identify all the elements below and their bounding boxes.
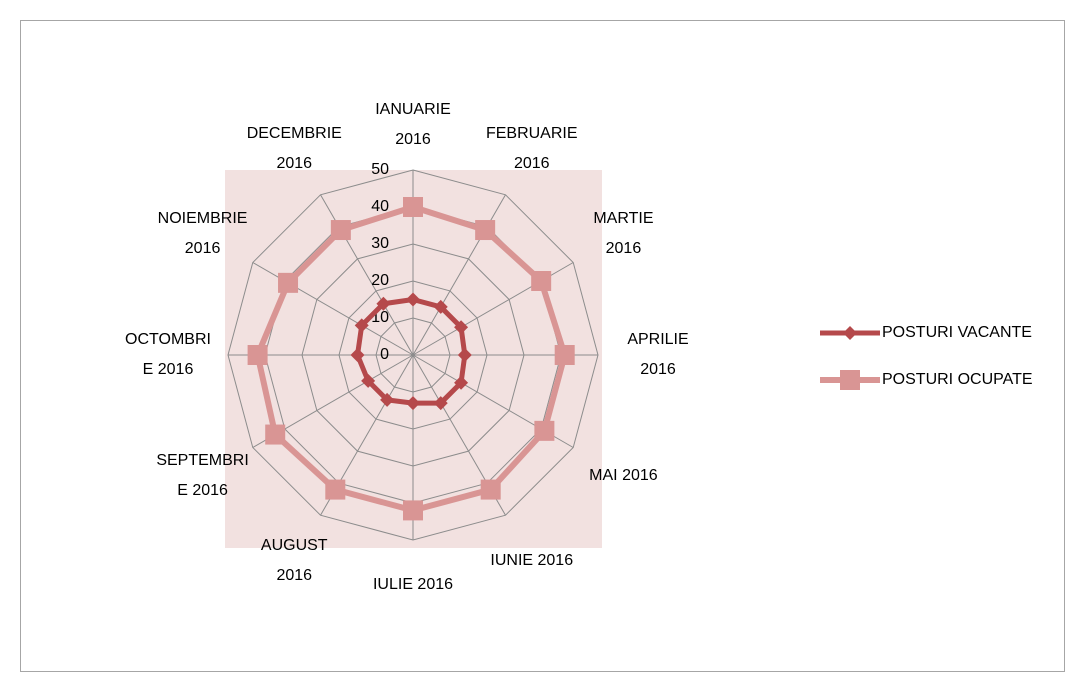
category-label: NOIEMBRIE 2016 — [157, 209, 248, 257]
legend-marker — [843, 326, 857, 340]
data-point — [376, 296, 391, 311]
grid-line — [338, 280, 488, 430]
data-point — [433, 396, 448, 411]
legend-label: POSTURI VACANTE — [882, 324, 1032, 341]
data-point — [265, 424, 286, 445]
data-point — [454, 375, 469, 390]
data-point — [247, 345, 268, 365]
legend-marker — [840, 370, 860, 390]
data-point — [361, 373, 376, 388]
data-point — [433, 299, 448, 314]
category-label: IUNIE 2016 — [490, 551, 574, 569]
y-tick-label: 0 — [380, 346, 389, 363]
category-label: OCTOMBRIE 2016 — [125, 331, 211, 378]
data-point — [403, 197, 423, 217]
data-point — [554, 345, 575, 365]
data-point — [534, 420, 555, 441]
y-tick-label: 30 — [371, 235, 389, 252]
category-label: IANUARIE 2016 — [375, 101, 451, 148]
grid-line — [227, 169, 599, 541]
data-point — [350, 348, 365, 362]
data-point — [403, 500, 423, 521]
category-label: SEPTEMBRIE 2016 — [156, 452, 249, 500]
data-point — [406, 292, 420, 307]
data-point — [475, 220, 496, 241]
y-tick-label: 20 — [371, 272, 389, 289]
category-label: MARTIE 2016 — [593, 209, 654, 257]
data-point — [531, 271, 552, 291]
category-label: APRILIE 2016 — [627, 331, 689, 378]
category-label: DECEMBRIE 2016 — [246, 125, 342, 173]
grid-line — [375, 317, 451, 393]
category-label: MAI 2016 — [589, 467, 658, 485]
y-tick-label: 50 — [371, 161, 389, 178]
data-point — [454, 320, 469, 335]
legend-label: POSTURI OCUPATE — [882, 371, 1033, 388]
data-point — [330, 220, 351, 241]
category-label: FEBRUARIE 2016 — [485, 125, 578, 173]
data-point — [325, 479, 346, 500]
data-point — [480, 479, 501, 500]
data-point — [406, 396, 420, 411]
data-point — [380, 392, 395, 407]
data-point — [354, 318, 369, 333]
data-point — [278, 272, 299, 293]
category-label: AUGUST 2016 — [260, 536, 328, 584]
category-label: IULIE 2016 — [372, 576, 454, 593]
y-tick-label: 40 — [371, 198, 389, 215]
data-point — [457, 348, 472, 362]
grid-line — [301, 243, 525, 467]
